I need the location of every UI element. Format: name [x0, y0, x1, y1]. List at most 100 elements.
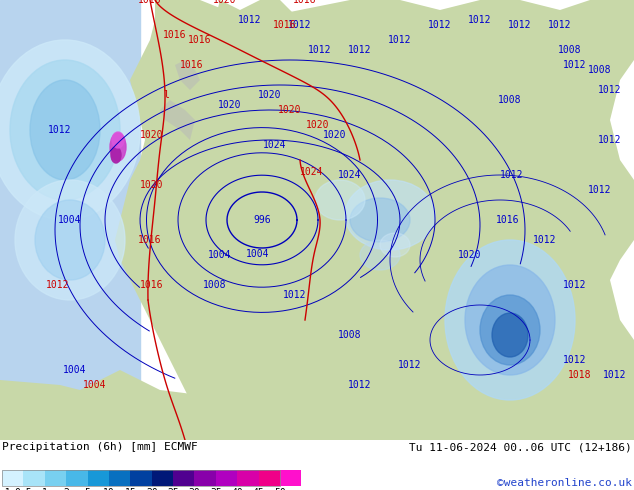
Text: 1018: 1018: [568, 370, 592, 380]
Text: 1008: 1008: [559, 45, 582, 55]
Bar: [195, 470, 216, 486]
Text: 30: 30: [188, 488, 200, 490]
Text: 1012: 1012: [469, 15, 492, 25]
Text: 1012: 1012: [398, 360, 422, 370]
Ellipse shape: [112, 132, 124, 148]
Text: 1012: 1012: [388, 35, 411, 45]
Text: 1012: 1012: [500, 170, 524, 180]
Text: 1020: 1020: [458, 250, 482, 260]
Ellipse shape: [0, 40, 140, 220]
Text: Tu 11-06-2024 00..06 UTC (12+186): Tu 11-06-2024 00..06 UTC (12+186): [410, 442, 632, 452]
Bar: [131, 470, 152, 486]
Bar: [2, 470, 23, 486]
Bar: [259, 470, 280, 486]
Bar: [23, 470, 45, 486]
Ellipse shape: [10, 60, 120, 200]
Text: 1020: 1020: [306, 120, 330, 130]
Text: 1012: 1012: [548, 20, 572, 30]
Ellipse shape: [445, 240, 575, 400]
Polygon shape: [115, 0, 634, 440]
Bar: [45, 470, 66, 486]
Text: 1024: 1024: [263, 140, 287, 150]
Text: 10: 10: [103, 488, 115, 490]
Bar: [280, 470, 301, 486]
Text: 1012: 1012: [283, 290, 307, 300]
Bar: [216, 470, 237, 486]
Text: 1004: 1004: [58, 215, 82, 225]
Text: 1008: 1008: [588, 65, 612, 75]
Text: l: l: [163, 90, 169, 100]
Text: 1016: 1016: [140, 280, 164, 290]
Ellipse shape: [35, 200, 105, 280]
Text: 1020: 1020: [140, 180, 164, 190]
Text: 996: 996: [253, 215, 271, 225]
Text: 25: 25: [167, 488, 179, 490]
Text: 40: 40: [231, 488, 243, 490]
Text: 1016: 1016: [138, 0, 162, 5]
Text: 1016: 1016: [163, 30, 187, 40]
Text: 1004: 1004: [208, 250, 232, 260]
Ellipse shape: [30, 80, 100, 180]
Polygon shape: [0, 370, 634, 440]
Text: Precipitation (6h) [mm] ECMWF: Precipitation (6h) [mm] ECMWF: [2, 442, 198, 452]
Bar: [2, 470, 280, 486]
Text: 35: 35: [210, 488, 222, 490]
Text: 1012: 1012: [603, 370, 627, 380]
Text: 15: 15: [124, 488, 136, 490]
Text: 1004: 1004: [246, 249, 269, 259]
Polygon shape: [175, 60, 200, 90]
Text: 1012: 1012: [308, 45, 332, 55]
Ellipse shape: [345, 180, 435, 250]
Text: 1012: 1012: [563, 355, 586, 365]
Polygon shape: [280, 470, 292, 486]
Text: 1012: 1012: [598, 135, 622, 145]
Ellipse shape: [380, 233, 410, 257]
Text: 0.5: 0.5: [15, 488, 32, 490]
Text: 1008: 1008: [339, 330, 362, 340]
Text: 50: 50: [274, 488, 286, 490]
Text: 1016: 1016: [188, 35, 212, 45]
Text: 1: 1: [42, 488, 48, 490]
Text: 1012: 1012: [428, 20, 452, 30]
Polygon shape: [160, 100, 195, 140]
Polygon shape: [205, 0, 310, 110]
Ellipse shape: [111, 147, 121, 163]
Text: 1012: 1012: [563, 280, 586, 290]
Text: 1012: 1012: [238, 15, 262, 25]
Text: 1004: 1004: [63, 365, 87, 375]
Text: ©weatheronline.co.uk: ©weatheronline.co.uk: [497, 478, 632, 488]
Text: 1024: 1024: [301, 167, 324, 177]
Text: 1012: 1012: [598, 85, 622, 95]
Bar: [87, 470, 109, 486]
Bar: [173, 470, 195, 486]
Text: 1020: 1020: [323, 130, 347, 140]
Text: 1020: 1020: [218, 100, 242, 110]
Text: 0.1: 0.1: [0, 488, 11, 490]
Text: 1020: 1020: [278, 105, 302, 115]
Text: 1016: 1016: [294, 0, 317, 5]
Ellipse shape: [110, 133, 126, 161]
Text: 5: 5: [84, 488, 91, 490]
Ellipse shape: [465, 265, 555, 375]
Text: 1016: 1016: [180, 60, 204, 70]
Bar: [0, 0, 140, 440]
Bar: [109, 470, 131, 486]
Text: 1020: 1020: [140, 130, 164, 140]
Text: 1012: 1012: [46, 280, 70, 290]
Text: 1012: 1012: [348, 45, 372, 55]
Text: 1012: 1012: [533, 235, 557, 245]
Text: 1016: 1016: [496, 215, 520, 225]
Ellipse shape: [360, 240, 400, 270]
Text: 1016: 1016: [138, 235, 162, 245]
Text: 20: 20: [146, 488, 158, 490]
Ellipse shape: [350, 198, 410, 242]
Text: 1008: 1008: [498, 95, 522, 105]
Text: 1012: 1012: [348, 380, 372, 390]
Text: 1012: 1012: [588, 185, 612, 195]
Text: 1012: 1012: [508, 20, 532, 30]
Text: 1012: 1012: [563, 60, 586, 70]
Bar: [152, 470, 173, 486]
Text: 1008: 1008: [204, 280, 227, 290]
Text: 45: 45: [253, 488, 264, 490]
Ellipse shape: [480, 295, 540, 365]
